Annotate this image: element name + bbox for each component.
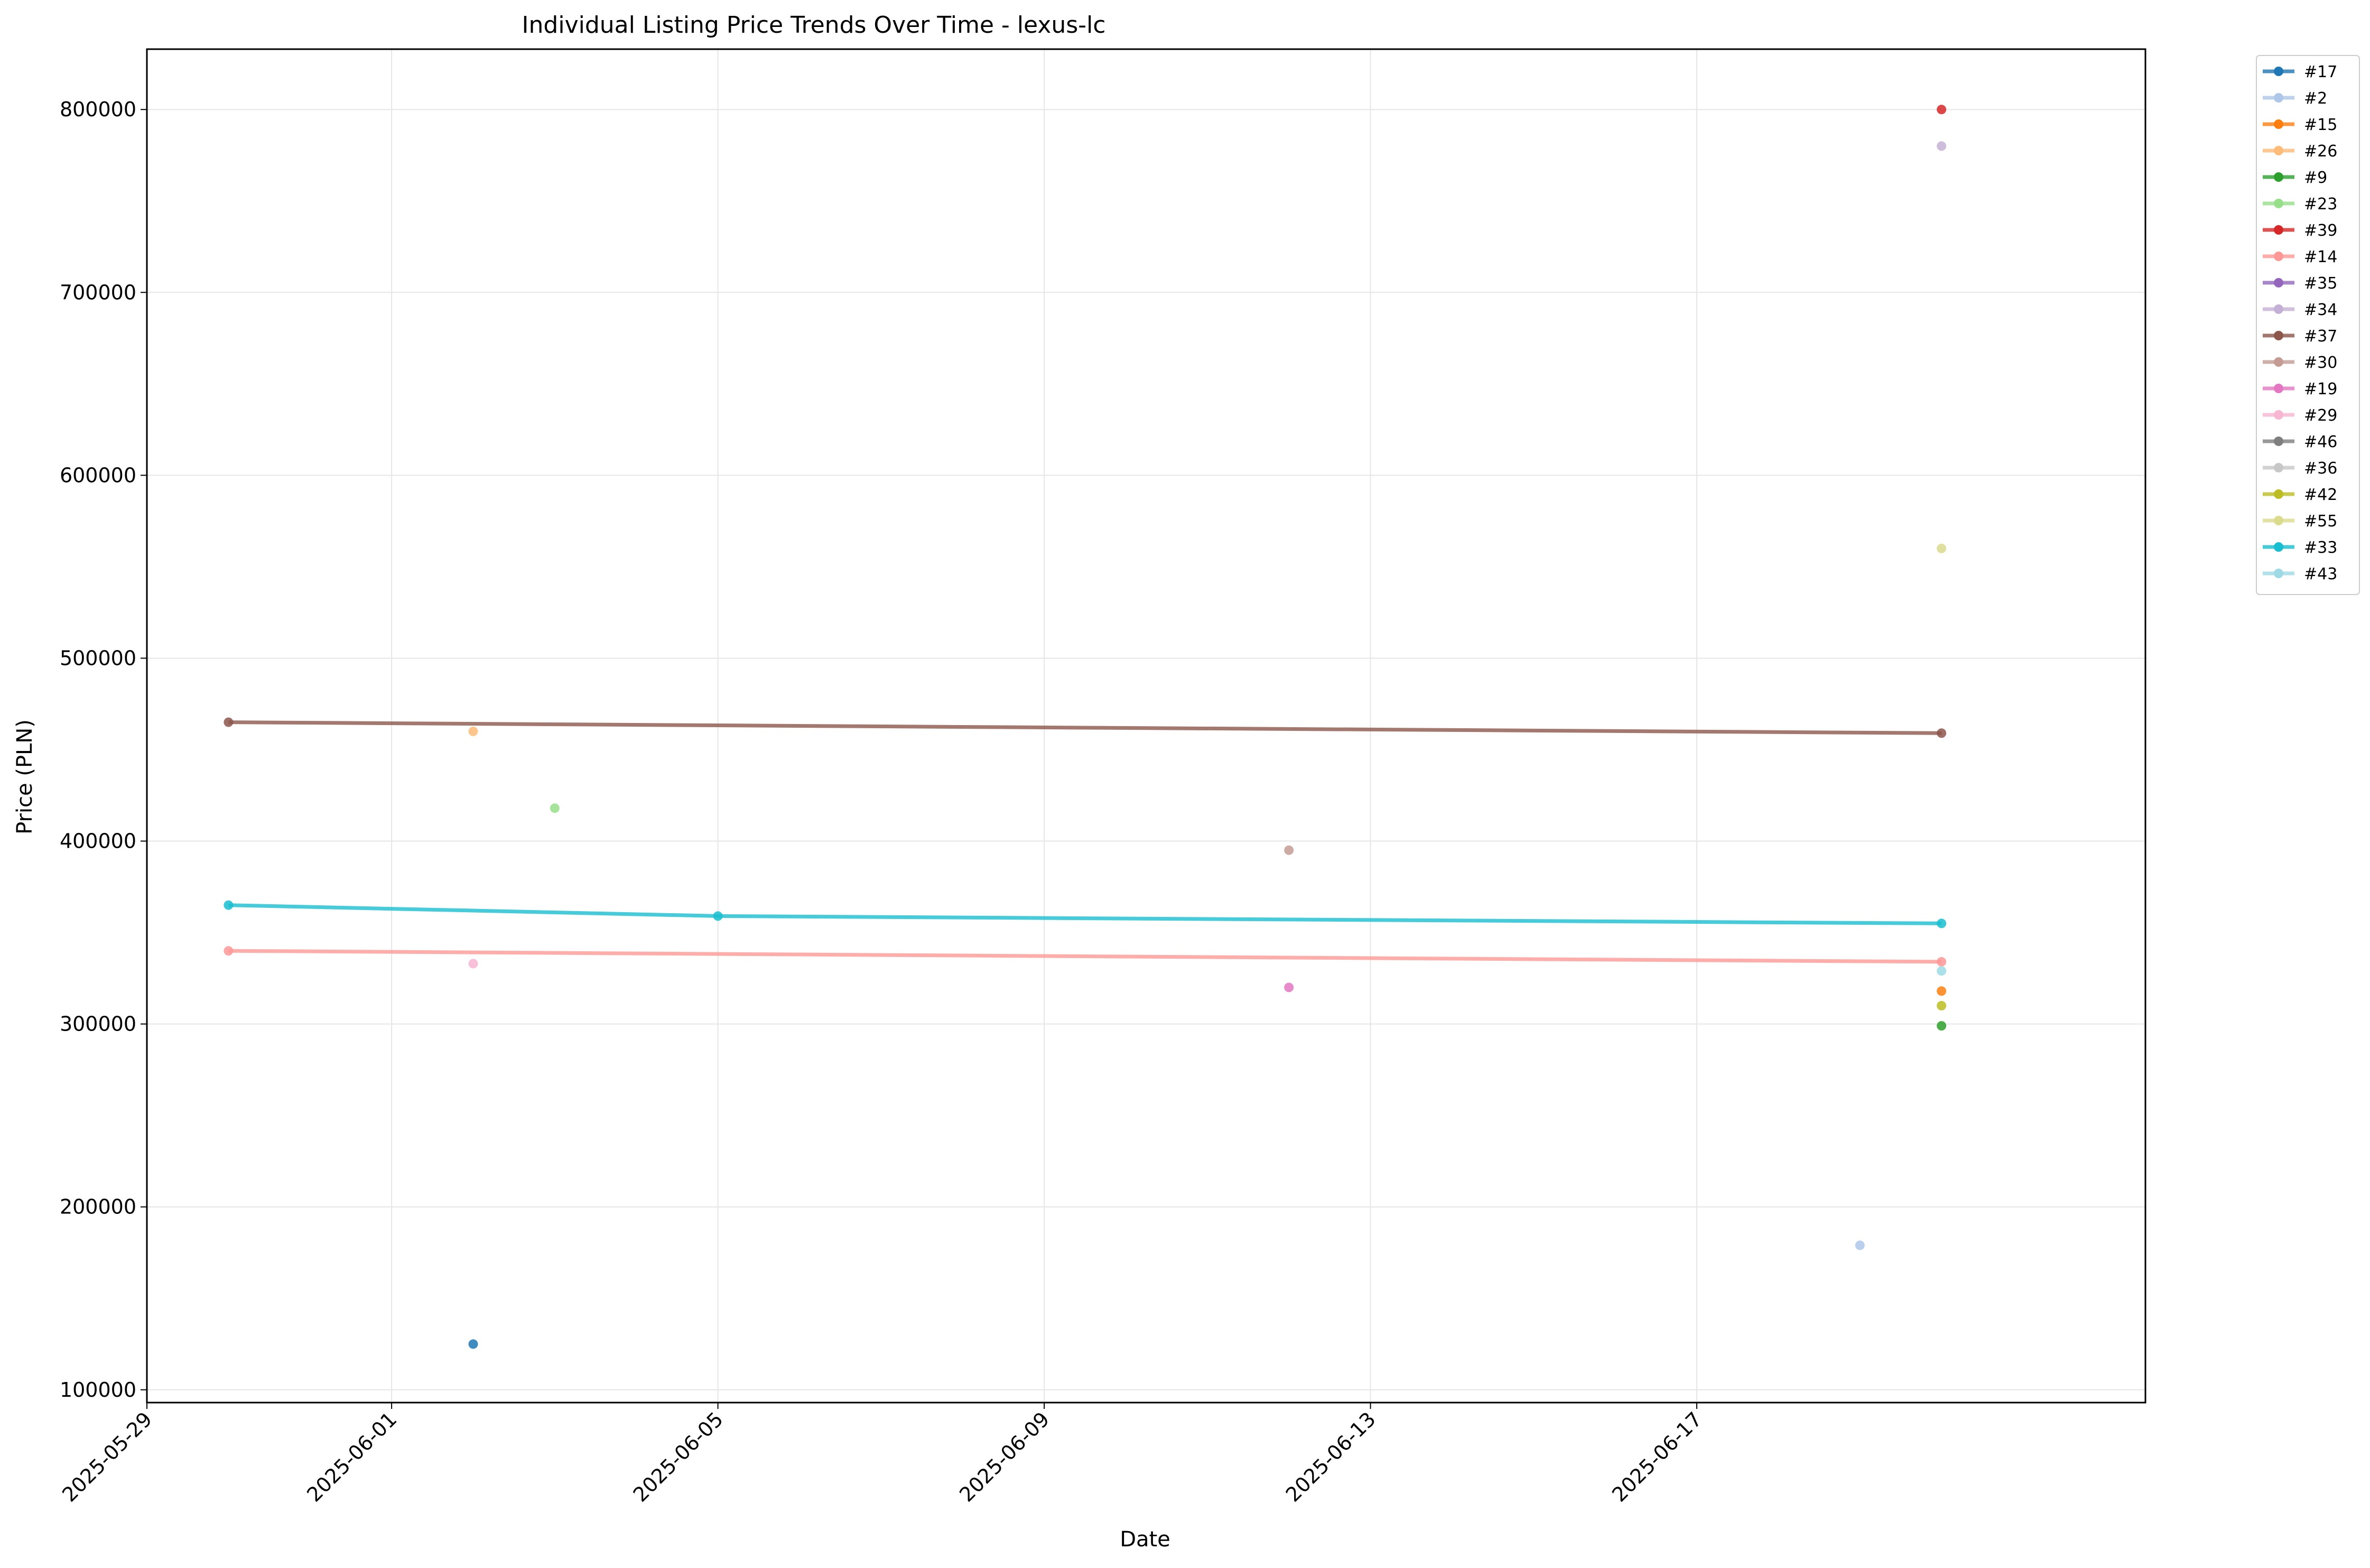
- legend-label: #33: [2304, 539, 2337, 557]
- data-point: [1937, 918, 1947, 929]
- data-point: [1937, 105, 1947, 115]
- legend-swatch-marker: [2274, 225, 2283, 235]
- y-tick-label: 600000: [60, 463, 136, 487]
- y-tick-label: 400000: [60, 830, 136, 853]
- data-point: [1937, 141, 1947, 151]
- y-tick-label: 300000: [60, 1013, 136, 1036]
- legend-swatch-marker: [2274, 542, 2283, 552]
- legend-swatch-marker: [2274, 119, 2283, 129]
- series-line: [228, 720, 1942, 735]
- data-point: [1937, 1001, 1947, 1010]
- legend-label: #55: [2304, 512, 2337, 531]
- legend-swatch-marker: [2274, 278, 2283, 287]
- legend-label: #23: [2304, 195, 2337, 214]
- x-axis-label: Date: [1120, 1527, 1170, 1552]
- series-line: [228, 949, 1942, 964]
- legend-label: #15: [2304, 116, 2337, 134]
- legend-swatch-marker: [2274, 384, 2283, 393]
- legend-swatch-marker: [2274, 146, 2283, 155]
- data-point: [468, 726, 478, 736]
- legend-label: #46: [2304, 433, 2337, 451]
- data-point: [468, 1339, 478, 1349]
- legend-label: #19: [2304, 380, 2337, 398]
- legend-label: #30: [2304, 354, 2337, 372]
- legend-label: #35: [2304, 274, 2337, 293]
- data-point: [224, 717, 234, 727]
- data-point: [1937, 986, 1947, 996]
- y-tick-label: 200000: [60, 1195, 136, 1219]
- legend-swatch-marker: [2274, 410, 2283, 420]
- legend-swatch-marker: [2274, 489, 2283, 499]
- data-point: [1284, 845, 1294, 855]
- data-point: [550, 803, 560, 813]
- legend-label: #17: [2304, 63, 2337, 81]
- data-point: [224, 900, 234, 910]
- legend: #17 #2 #15 #26 #9 #23 #39 #14 #35 #34 #37 #30 #19 #29…: [2256, 55, 2360, 595]
- legend-label: #26: [2304, 142, 2337, 161]
- data-point: [1937, 957, 1947, 967]
- legend-swatch-marker: [2274, 331, 2283, 340]
- legend-swatch-marker: [2274, 67, 2283, 76]
- legend-swatch-marker: [2274, 199, 2283, 208]
- y-tick-label: 700000: [60, 281, 136, 304]
- y-tick-label: 100000: [60, 1378, 136, 1402]
- legend-label: #14: [2304, 248, 2337, 266]
- y-tick-label: 500000: [60, 646, 136, 670]
- legend-label: #2: [2304, 89, 2327, 108]
- data-point: [1937, 728, 1947, 738]
- data-points: [224, 105, 1947, 1349]
- legend-label: #34: [2304, 301, 2337, 319]
- legend-swatch-marker: [2274, 93, 2283, 103]
- data-point: [1937, 966, 1947, 976]
- plot-frame: [146, 48, 2146, 1404]
- data-point: [713, 911, 723, 921]
- y-tick-label: 800000: [60, 98, 136, 121]
- legend-label: #29: [2304, 406, 2337, 425]
- legend-swatch-marker: [2274, 172, 2283, 182]
- legend-swatch-marker: [2274, 357, 2283, 367]
- legend-swatch-marker: [2274, 252, 2283, 261]
- legend-swatch-marker: [2274, 304, 2283, 314]
- y-axis-label: Price (PLN): [13, 719, 37, 834]
- grid: [146, 49, 2145, 1403]
- data-point: [468, 959, 478, 969]
- y-axis-ticks: 100000 200000 300000 400000 500000 600000 7000…: [60, 98, 147, 1402]
- data-point: [1855, 1240, 1865, 1250]
- legend-label: #37: [2304, 327, 2337, 346]
- legend-frame: [2256, 55, 2360, 595]
- data-point: [1937, 543, 1947, 553]
- legend-swatch-marker: [2274, 437, 2283, 446]
- chart-title: Individual Listing Price Trends Over Tim…: [522, 12, 1106, 39]
- legend-label: #9: [2304, 169, 2327, 187]
- data-point: [1937, 1021, 1947, 1031]
- legend-label: #36: [2304, 459, 2337, 478]
- legend-label: #43: [2304, 565, 2337, 583]
- legend-label: #42: [2304, 486, 2337, 504]
- data-point: [1284, 982, 1294, 992]
- legend-swatch-marker: [2274, 516, 2283, 525]
- legend-label: #39: [2304, 221, 2337, 240]
- legend-swatch-marker: [2274, 463, 2283, 472]
- legend-swatch-marker: [2274, 569, 2283, 578]
- data-point: [224, 946, 234, 956]
